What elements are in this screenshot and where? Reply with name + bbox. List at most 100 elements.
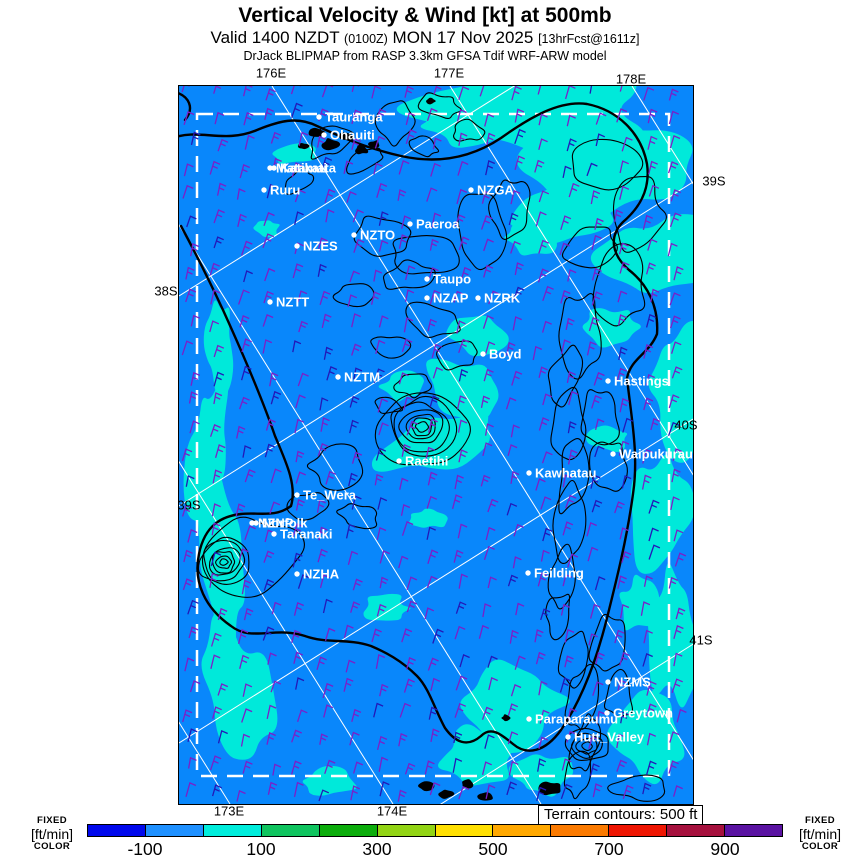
- place-dot: [565, 734, 571, 740]
- place-dot: [294, 571, 300, 577]
- place-label: Hastings: [614, 374, 669, 389]
- place-dot: [396, 458, 402, 464]
- place-dot: [267, 299, 273, 305]
- axis-label-173e: 173E: [213, 803, 245, 819]
- place-label: Ruru: [270, 183, 300, 198]
- place-dot: [294, 243, 300, 249]
- islands-layer: [297, 97, 561, 801]
- colorbar-tick-300: 300: [362, 839, 392, 859]
- place-label: Taranaki: [280, 527, 333, 542]
- colorbar-segment: [87, 824, 146, 837]
- header: Vertical Velocity & Wind [kt] at 500mb V…: [0, 4, 850, 63]
- place-dot: [424, 295, 430, 301]
- place-dot: [249, 520, 255, 526]
- colorbar-unit-left: FIXED [ft/min] COLOR: [30, 815, 73, 852]
- model-line: DrJack BLIPMAP from RASP 3.3km GFSA Tdif…: [243, 49, 607, 63]
- place-label: Norfolk: [262, 516, 308, 531]
- place-label: NZMS: [614, 675, 651, 690]
- axis-label-177e: 177E: [433, 65, 465, 81]
- place-label: NZES: [303, 239, 338, 254]
- place-label: Te_Wera: [303, 488, 357, 503]
- place-dot: [480, 351, 486, 357]
- place-label: Raetihi: [405, 454, 448, 469]
- place-dot: [321, 132, 327, 138]
- colorbar-tick-100: 100: [246, 839, 276, 859]
- colorbar-segment: [724, 824, 784, 837]
- valid-time-line: Valid 1400 NZDT (0100Z) MON 17 Nov 2025 …: [210, 28, 640, 47]
- place-dot: [271, 531, 277, 537]
- place-label: Taupo: [433, 272, 471, 287]
- place-dot: [351, 232, 357, 238]
- place-dot: [526, 716, 532, 722]
- colorbar-segment: [492, 824, 552, 837]
- place-dot: [294, 492, 300, 498]
- place-dot: [253, 520, 259, 526]
- colorbar-segment: [666, 824, 726, 837]
- axis-label-39s: 39S: [702, 173, 726, 189]
- place-label: Matamata: [276, 161, 337, 176]
- place-label: Kawhatau: [535, 466, 596, 481]
- place-dot: [407, 221, 413, 227]
- place-dot: [424, 276, 430, 282]
- place-label: NZTT: [276, 295, 309, 310]
- colorbar-segment: [260, 824, 320, 837]
- place-dot: [316, 114, 322, 120]
- place-label: Waipukurau: [619, 447, 693, 462]
- map-panel: Tauranga Ohauiti Matamata Katikati Ruru NZGA P…: [178, 85, 694, 805]
- place-label: Tauranga: [325, 110, 383, 125]
- axis-label-41s: 41S: [689, 632, 713, 648]
- colorbar-segment: [318, 824, 378, 837]
- place-dot: [610, 451, 616, 457]
- place-dot: [526, 470, 532, 476]
- place-label: Ohauiti: [330, 128, 375, 143]
- colorbar-tick-700: 700: [594, 839, 624, 859]
- place-label: NZHA: [303, 567, 340, 582]
- colorbar: [87, 824, 784, 837]
- colorbar-segment: [202, 824, 262, 837]
- place-dot: [271, 165, 277, 171]
- colorbar-tick--100: -100: [127, 839, 163, 859]
- axis-label-38s: 38S: [154, 283, 178, 299]
- place-label: NZTM: [344, 370, 380, 385]
- place-dot: [525, 570, 531, 576]
- colorbar-segment: [376, 824, 436, 837]
- valid-utc: (0100Z): [344, 32, 388, 46]
- place-label: Feilding: [534, 566, 584, 581]
- place-label: NZRK: [484, 291, 521, 306]
- page-title: Vertical Velocity & Wind [kt] at 500mb: [238, 4, 612, 27]
- place-label: Hutt_Valley: [574, 730, 645, 745]
- place-label: Paraparaumu: [535, 712, 618, 727]
- colorbar-unit-right: FIXED [ft/min] COLOR: [798, 815, 841, 852]
- place-label: Greytown: [613, 706, 673, 721]
- colorbar-tick-500: 500: [478, 839, 508, 859]
- place-label: NZGA: [477, 183, 514, 198]
- place-label: Boyd: [489, 347, 522, 362]
- place-dot: [261, 187, 267, 193]
- forecast-cycle: [13hrFcst@1611z]: [538, 32, 640, 46]
- colorbar-segment: [434, 824, 494, 837]
- colorbar-segment: [144, 824, 204, 837]
- place-label: NZNP: [258, 516, 294, 531]
- terrain-contours-note: Terrain contours: 500 ft: [538, 805, 704, 825]
- place-dot: [605, 378, 611, 384]
- colorbar-tick-900: 900: [710, 839, 740, 859]
- colorbar-segment: [550, 824, 610, 837]
- place-label: NZTO: [360, 228, 395, 243]
- place-dot: [605, 679, 611, 685]
- axis-label-174e: 174E: [376, 803, 408, 819]
- axis-label-176e: 176E: [255, 65, 287, 81]
- axis-label-40s: 40S: [674, 417, 698, 433]
- terrain-contours-layer: [197, 92, 667, 802]
- axis-label-39s: 39S: [177, 497, 201, 513]
- place-label: Paeroa: [416, 217, 460, 232]
- place-label: NZAP: [433, 291, 469, 306]
- axis-label-178e: 178E: [615, 71, 647, 87]
- place-dot: [468, 187, 474, 193]
- place-dot: [604, 710, 610, 716]
- wind-barbs-layer: [181, 86, 687, 802]
- place-dot: [475, 295, 481, 301]
- place-dot: [335, 374, 341, 380]
- place-dot: [267, 165, 273, 171]
